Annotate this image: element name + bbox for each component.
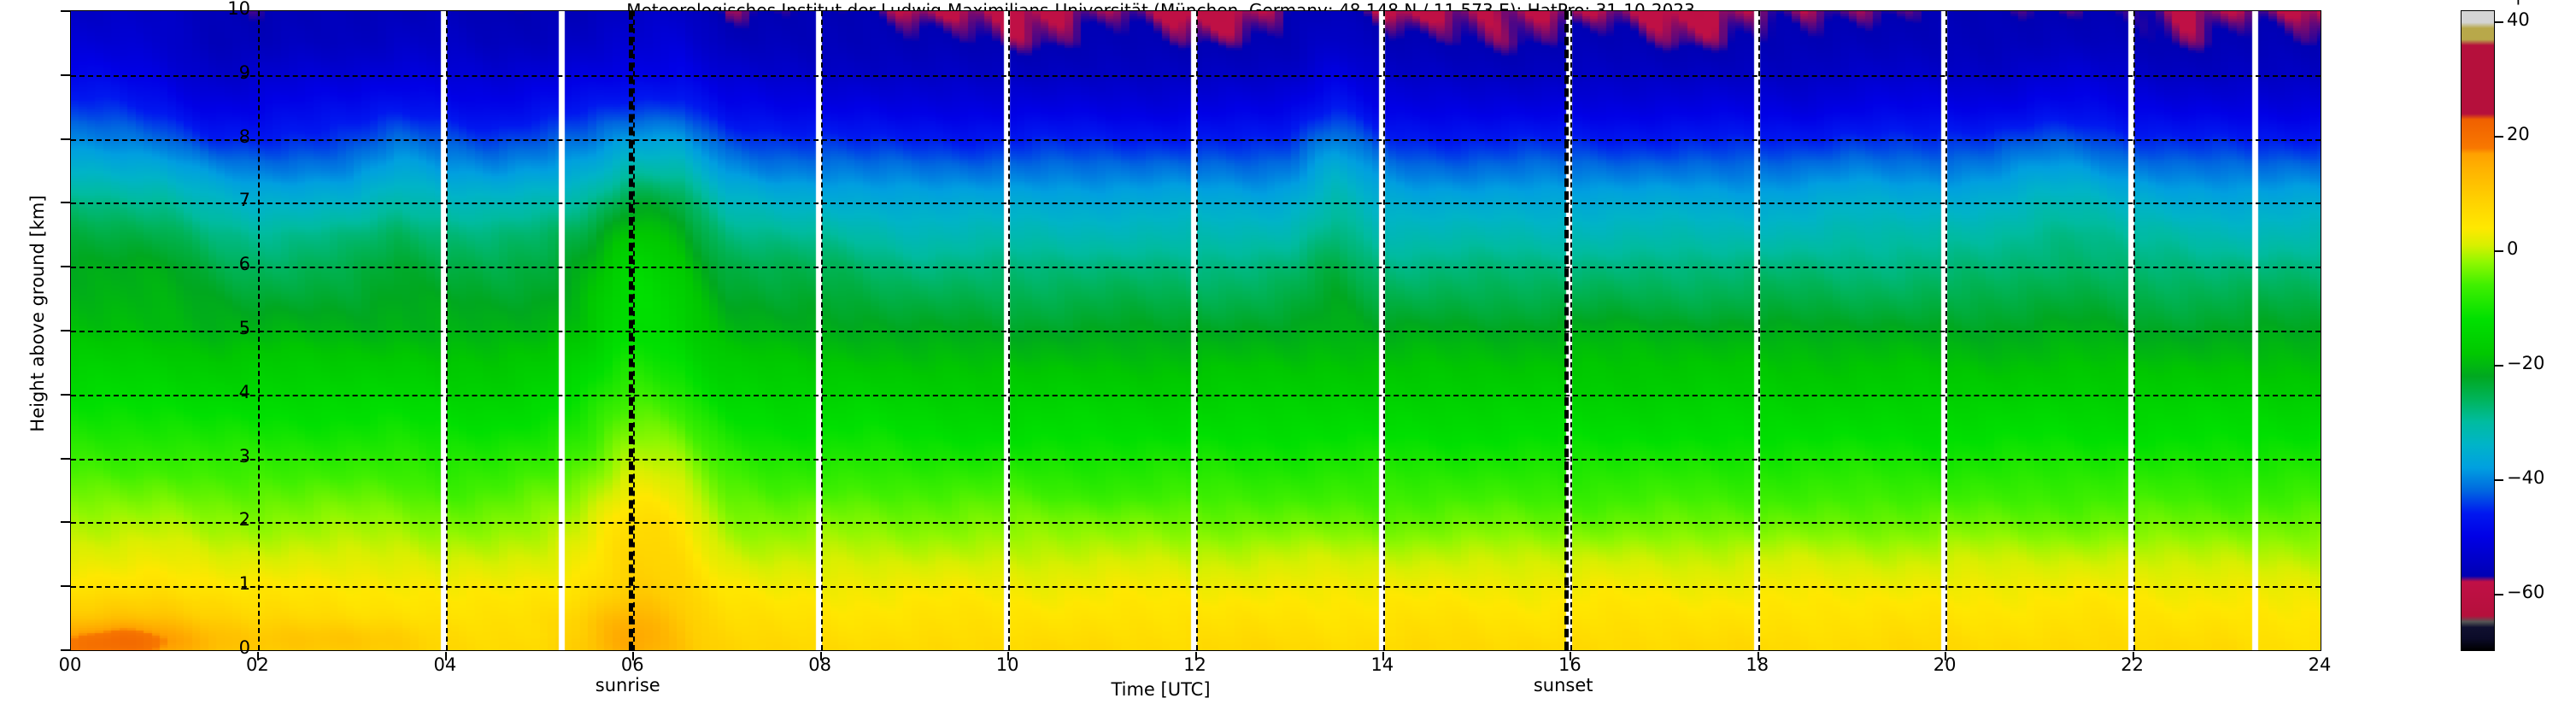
x-tick [2132,652,2134,660]
gridline-vertical [258,11,261,650]
y-tick [61,266,70,268]
y-tick-label: 5 [238,318,250,338]
gridline-vertical [633,11,636,650]
y-tick-label: 2 [238,509,250,531]
x-annotation-sunrise: sunrise [595,675,660,695]
colorbar-gradient [2461,10,2495,651]
x-axis-title: Time [UTC] [1111,679,1211,700]
marker-line-sunrise [628,11,633,650]
x-tick [632,652,635,660]
x-tick-label: 10 [995,654,1019,675]
colorbar-tick-label: 40 [2507,9,2530,31]
colorbar-tick [2495,21,2503,24]
y-tick [61,138,70,140]
colorbar-tick-label: 20 [2507,124,2530,145]
x-tick-label: 18 [1746,654,1769,675]
y-tick-label: 4 [238,381,250,402]
x-tick-label: 14 [1370,654,1394,675]
x-tick-label: 22 [2121,654,2144,675]
colorbar-tick-label: −40 [2507,467,2545,489]
gridline-vertical [1382,11,1385,650]
x-tick [257,652,260,660]
colorbar-tick-label: −20 [2507,353,2545,374]
y-tick [61,330,70,331]
y-tick-label: 1 [238,573,250,595]
y-tick [61,10,70,12]
colorbar-tick [2495,594,2503,596]
x-tick-label: 02 [246,654,269,675]
y-tick [61,649,70,651]
x-tick [1194,652,1197,660]
y-tick-label: 7 [238,190,250,211]
y-tick-label: 10 [227,0,250,19]
x-tick [1570,652,1572,660]
x-tick [1382,652,1384,660]
x-tick [1007,652,1010,660]
y-tick-label: 3 [238,445,250,466]
gridline-vertical [1945,11,1948,650]
y-tick [61,73,70,76]
x-tick-label: 00 [58,654,82,675]
y-tick [61,457,70,460]
x-tick-label: 08 [808,654,832,675]
x-annotation-sunset: sunset [1533,675,1593,695]
gridline-vertical [1757,11,1760,650]
colorbar-tick [2495,479,2503,482]
colorbar-tick [2495,250,2503,253]
x-tick-label: 12 [1183,654,1206,675]
colorbar-tick [2495,365,2503,367]
y-axis-title: Height above ground [km] [27,195,48,432]
gridline-vertical [2133,11,2135,650]
x-tick-label: 20 [1933,654,1957,675]
gridline-vertical [1195,11,1198,650]
colorbar-tick-label: 0 [2507,238,2519,260]
y-tick [61,393,70,396]
x-tick [444,652,447,660]
gridline-vertical [445,11,448,650]
colorbar-tick-label: −60 [2507,582,2545,603]
y-tick [61,585,70,588]
y-tick-label: 9 [238,62,250,83]
colorbar-title: Temperature in ˚C [2514,0,2535,128]
x-tick-label: 04 [433,654,457,675]
heatmap-plot-area [70,10,2321,651]
x-tick-label: 06 [620,654,644,675]
gridline-vertical [1008,11,1011,650]
gridline-vertical [820,11,823,650]
gridline-vertical [1570,11,1573,650]
y-tick [61,521,70,524]
x-tick [1945,652,1947,660]
x-tick [819,652,822,660]
y-tick-label: 6 [238,254,250,275]
marker-line-sunset [1564,11,1569,650]
x-tick-label: 16 [1558,654,1581,675]
y-tick [61,202,70,204]
colorbar-tick [2495,136,2503,138]
colorbar [2461,10,2495,651]
x-tick [1757,652,1759,660]
y-tick-label: 8 [238,126,250,147]
x-tick-label: 24 [2308,654,2332,675]
y-tick-label: 0 [238,637,250,658]
